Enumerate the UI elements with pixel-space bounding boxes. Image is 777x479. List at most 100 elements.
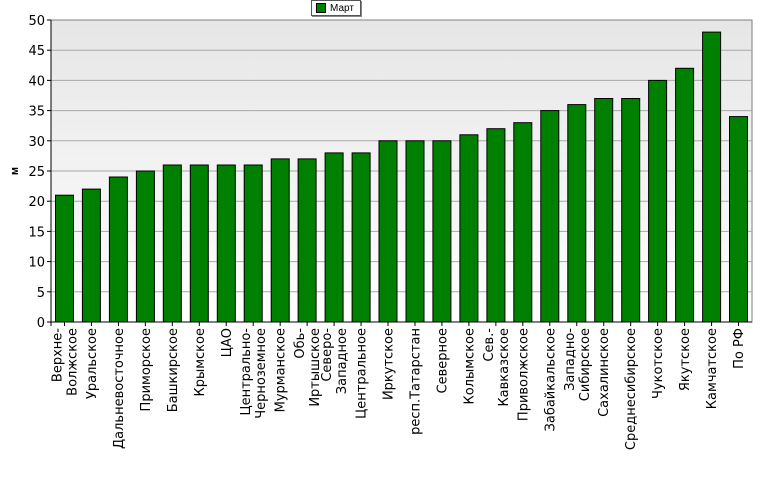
x-tick-label: Сев.- Кавказское <box>482 328 512 407</box>
x-tick-label: Западно- Сибирское <box>563 328 593 402</box>
bar <box>324 152 344 323</box>
x-tick-label: Среднесибирское <box>624 328 639 450</box>
bar <box>567 104 587 323</box>
bar <box>189 164 209 323</box>
x-tick-label: Чукотское <box>651 328 666 399</box>
x-tick-label-line: Башкирское <box>166 328 181 412</box>
y-axis-label: м <box>9 167 21 175</box>
x-tick-label-line: респ.Татарстан <box>409 328 424 435</box>
bar <box>621 98 641 323</box>
bar <box>55 194 74 323</box>
x-tick-label: Приморское <box>139 328 154 411</box>
x-tick-label-line: Колымское <box>462 328 477 405</box>
x-tick-label: Уральское <box>85 328 100 399</box>
x-tick-label-line: Мурманское <box>274 328 289 412</box>
x-tick-label: Приволжское <box>516 328 531 421</box>
x-tick-label-line: Приморское <box>139 328 154 411</box>
x-tick-label-line: Иркутское <box>382 328 397 400</box>
bar <box>243 164 263 323</box>
bar <box>459 134 479 323</box>
x-tick-label-line: Дальневосточное <box>112 328 127 449</box>
x-tick-label-line: Западное <box>335 328 350 394</box>
y-tick-label: 45 <box>28 44 45 59</box>
y-tick-label: 10 <box>28 256 45 271</box>
x-tick-label-line: Якутское <box>678 328 693 391</box>
x-tick-label: Иркутское <box>382 328 397 400</box>
x-tick-label-line: Западно- <box>563 328 578 391</box>
y-tick-label: 35 <box>28 105 45 120</box>
y-tick-label: 40 <box>28 74 45 89</box>
x-tick-label: Дальневосточное <box>112 328 127 449</box>
bar <box>702 31 722 323</box>
x-tick-label-line: Камчатское <box>705 328 720 409</box>
bar <box>108 176 128 323</box>
x-tick-label: Якутское <box>678 328 693 391</box>
x-tick-label-line: Черноземное <box>254 328 269 419</box>
x-tick-label-line: Сев.- <box>482 328 497 362</box>
y-tick-label: 0 <box>37 316 45 331</box>
x-tick-label: Обь- Иртышское <box>293 328 323 407</box>
y-tick-labels: 0 5 10 15 20 25 30 35 40 45 50 <box>28 14 45 331</box>
x-tick-label: Сахалинское <box>597 328 612 417</box>
x-tick-label-line: Забайкальское <box>543 328 558 431</box>
y-tick-label: 5 <box>37 286 45 301</box>
x-tick-label-line: Верхне- <box>51 328 66 382</box>
x-tick-label: Северное <box>435 328 450 393</box>
x-tick-label-line: Чукотское <box>651 328 666 399</box>
x-tick-label: ЦАО <box>220 328 235 357</box>
bar <box>405 140 425 323</box>
bar <box>675 67 695 323</box>
x-tick-label-line: Северное <box>435 328 450 393</box>
bar <box>594 98 614 323</box>
x-tick-label: Забайкальское <box>543 328 558 431</box>
x-tick-label-line: Сибирское <box>578 328 593 401</box>
bar <box>81 188 101 323</box>
x-tick-label-line: Иртышское <box>308 328 323 407</box>
x-tick-labels: Верхне- Волжское Уральское Дальневосточное П… <box>51 328 748 450</box>
x-tick-label-line: Приволжское <box>516 328 531 421</box>
bar <box>162 164 182 323</box>
x-tick-label-line: ЦАО <box>220 328 235 357</box>
bar <box>351 152 371 323</box>
x-tick-label-line: Обь- <box>293 328 308 359</box>
x-tick-label-line: Крымское <box>193 328 208 397</box>
x-tick-label: Крымское <box>193 328 208 397</box>
y-tick-label: 15 <box>28 225 45 240</box>
x-tick-label-line: Северо- <box>320 328 335 382</box>
x-tick-label-line: Центральное <box>355 328 370 419</box>
bar <box>135 170 155 323</box>
x-tick-label: Центрально- Черноземное <box>239 328 269 419</box>
legend-label: Март <box>330 2 354 14</box>
x-tick-label-line: Центрально- <box>239 328 254 416</box>
bars <box>55 31 748 323</box>
x-tick-label-line: Кавказское <box>497 328 512 407</box>
bar <box>540 110 560 323</box>
x-tick-label: Северо- Западное <box>320 328 350 395</box>
axes <box>47 19 752 326</box>
x-tick-label-line: По РФ <box>732 328 747 369</box>
bar <box>216 164 236 323</box>
bar <box>378 140 398 323</box>
x-tick-label-line: Уральское <box>85 328 100 399</box>
x-tick-label: Мурманское <box>274 328 289 412</box>
x-tick-label-line: Среднесибирское <box>624 328 639 450</box>
x-tick-label: Верхне- Волжское <box>51 328 81 396</box>
bar <box>648 79 668 323</box>
x-tick-label: Центральное <box>355 328 370 419</box>
bar <box>432 140 452 323</box>
bar <box>297 158 317 323</box>
x-tick-label-line: Волжское <box>66 328 81 396</box>
legend: Март <box>311 0 361 16</box>
bar <box>270 158 290 323</box>
bar <box>729 116 748 323</box>
x-tick-label: По РФ <box>732 328 747 369</box>
y-tick-label: 50 <box>28 14 45 29</box>
x-tick-label: Колымское <box>462 328 477 405</box>
bar <box>486 128 506 323</box>
legend-swatch <box>316 3 326 13</box>
y-tick-label: 20 <box>28 195 45 210</box>
bar <box>513 122 533 323</box>
x-tick-label: респ.Татарстан <box>409 328 424 435</box>
x-tick-label: Башкирское <box>166 328 181 412</box>
